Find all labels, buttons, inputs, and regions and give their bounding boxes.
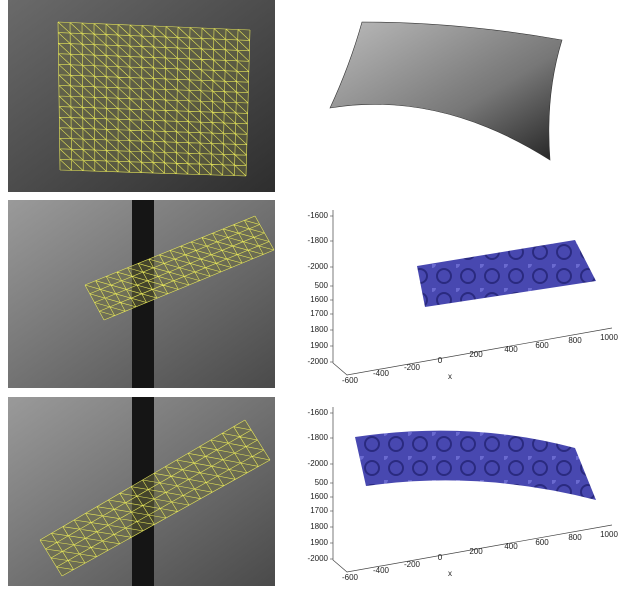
axis-label: x bbox=[448, 372, 452, 381]
tick-label: 400 bbox=[504, 542, 518, 551]
tick-label: 1800 bbox=[310, 325, 328, 334]
tick-label: -2000 bbox=[308, 262, 329, 271]
tick-label: 1600 bbox=[310, 492, 328, 501]
tick-label: -1600 bbox=[308, 211, 329, 220]
tick-label: -200 bbox=[404, 363, 421, 372]
tick-label: 1000 bbox=[600, 333, 618, 342]
tick-label: 500 bbox=[315, 281, 329, 290]
tick-label: 1700 bbox=[310, 309, 328, 318]
surface-3d bbox=[329, 21, 563, 161]
tick-label: 800 bbox=[568, 533, 582, 542]
tick-label: 500 bbox=[315, 478, 329, 487]
tick-label: 600 bbox=[535, 341, 549, 350]
tick-label: 1900 bbox=[310, 538, 328, 547]
tick-label: 0 bbox=[438, 553, 443, 562]
tick-label: 400 bbox=[504, 345, 518, 354]
tick-label: -1800 bbox=[308, 236, 329, 245]
tick-label: 200 bbox=[469, 350, 483, 359]
mesh bbox=[57, 21, 251, 177]
meshes bbox=[39, 21, 275, 577]
surface-3d bbox=[355, 430, 596, 500]
tick-label: -2000 bbox=[308, 357, 329, 366]
mesh bbox=[39, 419, 271, 577]
tick-label: -600 bbox=[342, 376, 359, 385]
tick-label: -1800 bbox=[308, 433, 329, 442]
tick-label: 600 bbox=[535, 538, 549, 547]
axes: -1600-1800-20005001600170018001900-2000-… bbox=[308, 210, 618, 582]
tick-label: -400 bbox=[373, 369, 390, 378]
tick-label: -2000 bbox=[308, 554, 329, 563]
tick-label: 0 bbox=[438, 356, 443, 365]
tick-label: 800 bbox=[568, 336, 582, 345]
axis-line bbox=[332, 407, 613, 573]
axis-line bbox=[332, 210, 613, 376]
tick-label: 200 bbox=[469, 547, 483, 556]
tick-label: 1900 bbox=[310, 341, 328, 350]
tick-label: -1600 bbox=[308, 408, 329, 417]
tick-label: 1600 bbox=[310, 295, 328, 304]
mesh bbox=[84, 215, 275, 321]
axis-label: x bbox=[448, 569, 452, 578]
tick-label: -200 bbox=[404, 560, 421, 569]
mesh-fill bbox=[40, 420, 270, 576]
tick-label: -600 bbox=[342, 573, 359, 582]
tick-label: 1700 bbox=[310, 506, 328, 515]
tick-label: -400 bbox=[373, 566, 390, 575]
tick-label: -2000 bbox=[308, 459, 329, 468]
surface-3d bbox=[417, 240, 596, 307]
tick-label: 1000 bbox=[600, 530, 618, 539]
tick-label: 1800 bbox=[310, 522, 328, 531]
